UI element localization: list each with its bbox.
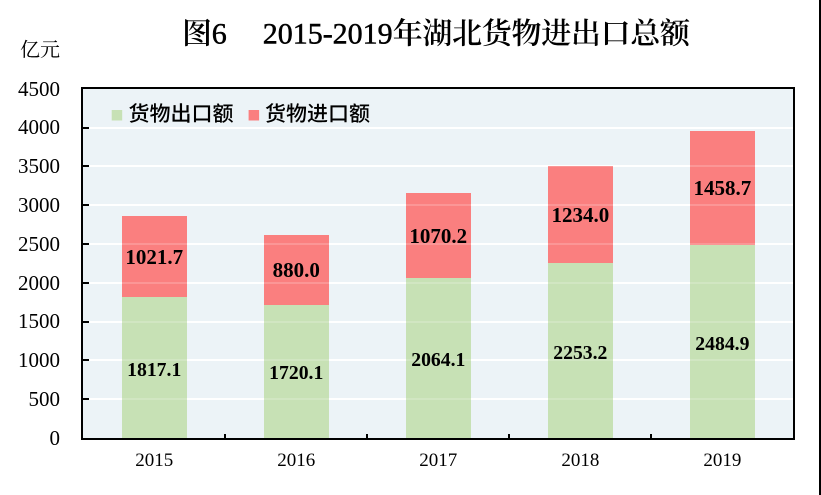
svg-text:2015-2019: 2015-2019 [263, 18, 393, 51]
svg-text:6: 6 [212, 18, 227, 51]
